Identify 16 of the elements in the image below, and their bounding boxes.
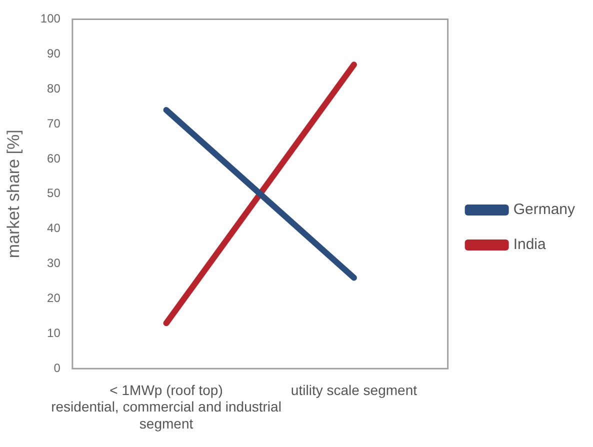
y-tick-label: 20 [47, 291, 61, 306]
y-tick-label: 40 [47, 221, 61, 236]
y-tick-label: 100 [40, 12, 61, 26]
legend-label: India [513, 236, 546, 254]
y-tick-label: 30 [47, 256, 61, 270]
y-tick-label: 0 [54, 360, 61, 375]
y-tick-label: 70 [47, 116, 61, 130]
x-tick-label: utility scale segment [290, 382, 418, 398]
legend-label: Germany [513, 201, 576, 218]
x-tick-label: < 1MWp (roof top) residential, commercial and industrial segment [51, 382, 282, 432]
y-tick-label: 90 [47, 46, 61, 60]
y-tick-label: 50 [47, 186, 61, 200]
y-tick-label: 80 [47, 81, 61, 96]
y-tick-label: 60 [47, 151, 61, 166]
y-axis-title: market share [%] [4, 130, 23, 258]
y-tick-label: 10 [47, 326, 61, 340]
